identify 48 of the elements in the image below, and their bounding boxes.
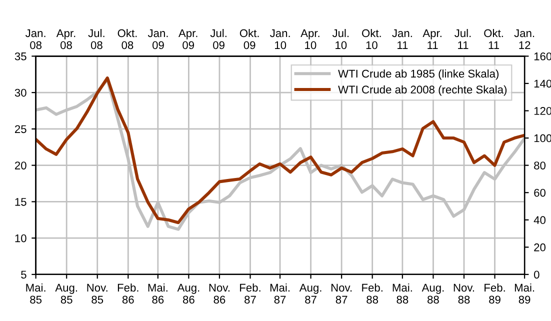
x2-tick-label: Okt. 11 bbox=[484, 28, 503, 50]
x2-tick-label: Jul. 11 bbox=[454, 28, 471, 50]
y2-tick-label: 20 bbox=[534, 243, 546, 252]
x-tick-label: Nov. 88 bbox=[454, 284, 474, 304]
y2-tick-label: 40 bbox=[534, 216, 546, 224]
x2-tick-label: Jul. 08 bbox=[88, 28, 104, 50]
legend-label: WTI Crude ab 2008 (rechte Skala) bbox=[338, 85, 507, 96]
x2-tick-label: Apr. 11 bbox=[422, 29, 442, 50]
x-tick-label: Nov. 86 bbox=[209, 284, 230, 304]
x-tick-label: Nov. 87 bbox=[331, 284, 352, 304]
x2-tick-label: Jan. 08 bbox=[25, 29, 46, 50]
y-tick-label: 5 bbox=[21, 270, 26, 279]
x-tick-label: Mai. 88 bbox=[392, 283, 412, 304]
x-tick-label: Aug. 85 bbox=[55, 284, 78, 304]
legend-label: WTI Crude ab 1985 (linke Skala) bbox=[338, 69, 499, 80]
x-tick-label: Nov. 85 bbox=[87, 284, 108, 304]
x-tick-label: Aug. 86 bbox=[177, 284, 200, 304]
x-tick-label: Feb. 87 bbox=[240, 283, 260, 304]
x2-tick-label: Jan. 12 bbox=[514, 29, 534, 50]
x2-tick-label: Okt. 10 bbox=[362, 28, 381, 50]
x2-tick-label: Jul. 09 bbox=[210, 28, 226, 50]
x2-tick-label: Jul. 10 bbox=[332, 28, 349, 50]
x-tick-label: Mai. 87 bbox=[270, 283, 290, 304]
y-tick-label: 15 bbox=[15, 198, 26, 206]
x2-tick-label: Okt. 09 bbox=[240, 28, 259, 50]
x-tick-label: Feb. 88 bbox=[362, 283, 382, 304]
x-tick-label: Feb. 89 bbox=[484, 283, 505, 304]
y2-tick-label: 60 bbox=[534, 188, 546, 197]
x-tick-label: Aug. 87 bbox=[299, 284, 322, 304]
x2-tick-label: Apr. 09 bbox=[178, 29, 198, 50]
x-tick-label: Feb. 86 bbox=[118, 283, 138, 304]
x-tick-label: Mai. 85 bbox=[26, 283, 46, 304]
x2-tick-label: Jan. 10 bbox=[270, 29, 290, 50]
x-tick-label: Aug. 88 bbox=[422, 284, 444, 304]
x-tick-label: Mai. 86 bbox=[148, 283, 168, 304]
y-tick-label: 20 bbox=[14, 162, 26, 170]
y-tick-label: 30 bbox=[14, 88, 26, 97]
y2-tick-label: 80 bbox=[534, 162, 546, 170]
x2-tick-label: Okt. 08 bbox=[118, 28, 137, 50]
x2-tick-label: Jan. 11 bbox=[392, 29, 412, 50]
x-tick-label: Mai. 89 bbox=[514, 283, 534, 304]
x2-tick-label: Apr. 08 bbox=[56, 29, 76, 50]
x2-tick-label: Jan. 09 bbox=[148, 29, 168, 50]
x2-tick-label: Apr. 10 bbox=[300, 29, 320, 50]
y-tick-label: 10 bbox=[15, 234, 26, 242]
y2-tick-label: 0 bbox=[534, 270, 540, 279]
y-tick-label: 25 bbox=[14, 125, 26, 134]
y-tick-label: 35 bbox=[14, 52, 26, 60]
